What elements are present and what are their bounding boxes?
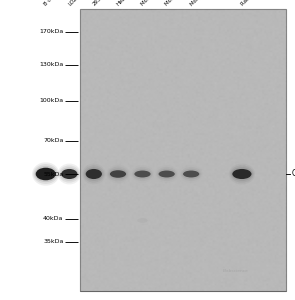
Ellipse shape bbox=[231, 167, 253, 181]
Ellipse shape bbox=[35, 166, 57, 182]
Ellipse shape bbox=[134, 170, 150, 178]
Ellipse shape bbox=[84, 167, 103, 181]
Ellipse shape bbox=[109, 168, 127, 180]
Ellipse shape bbox=[183, 170, 199, 178]
Text: B cells: B cells bbox=[44, 0, 59, 7]
Ellipse shape bbox=[132, 167, 153, 181]
Ellipse shape bbox=[32, 162, 59, 186]
Text: Mouse liver: Mouse liver bbox=[165, 0, 190, 7]
Bar bbox=[80, 9, 286, 291]
Ellipse shape bbox=[110, 170, 126, 178]
Ellipse shape bbox=[86, 169, 102, 179]
Ellipse shape bbox=[106, 165, 130, 183]
Ellipse shape bbox=[133, 169, 152, 179]
Text: 170kDa: 170kDa bbox=[39, 29, 63, 34]
Ellipse shape bbox=[82, 164, 106, 184]
Text: 35kDa: 35kDa bbox=[43, 239, 63, 244]
Text: Elabscience: Elabscience bbox=[223, 269, 249, 274]
Ellipse shape bbox=[155, 165, 178, 183]
Text: LO2: LO2 bbox=[67, 0, 78, 7]
Ellipse shape bbox=[59, 165, 80, 183]
Text: CCT8: CCT8 bbox=[291, 169, 295, 178]
Text: 293T: 293T bbox=[92, 0, 105, 7]
Text: Mouse lung: Mouse lung bbox=[189, 0, 214, 7]
Text: Mouse brain: Mouse brain bbox=[140, 0, 167, 7]
Ellipse shape bbox=[131, 165, 154, 183]
Text: 40kDa: 40kDa bbox=[43, 217, 63, 221]
Ellipse shape bbox=[158, 169, 176, 179]
Text: 70kDa: 70kDa bbox=[43, 139, 63, 143]
Ellipse shape bbox=[156, 167, 177, 181]
Text: HeLa: HeLa bbox=[116, 0, 129, 7]
Ellipse shape bbox=[58, 164, 81, 184]
Ellipse shape bbox=[36, 168, 56, 180]
Ellipse shape bbox=[232, 169, 251, 179]
Ellipse shape bbox=[181, 167, 202, 181]
Text: 130kDa: 130kDa bbox=[39, 62, 63, 67]
Ellipse shape bbox=[230, 165, 254, 183]
Text: 55kDa: 55kDa bbox=[43, 172, 63, 176]
Ellipse shape bbox=[182, 169, 200, 179]
Ellipse shape bbox=[229, 164, 255, 184]
Ellipse shape bbox=[60, 167, 78, 181]
Ellipse shape bbox=[83, 165, 104, 183]
Ellipse shape bbox=[33, 164, 58, 184]
Ellipse shape bbox=[61, 169, 77, 179]
Ellipse shape bbox=[179, 165, 203, 183]
Ellipse shape bbox=[137, 218, 148, 223]
Text: 100kDa: 100kDa bbox=[39, 98, 63, 103]
Ellipse shape bbox=[107, 167, 129, 182]
Ellipse shape bbox=[158, 170, 175, 178]
Text: Rat brain: Rat brain bbox=[240, 0, 261, 7]
